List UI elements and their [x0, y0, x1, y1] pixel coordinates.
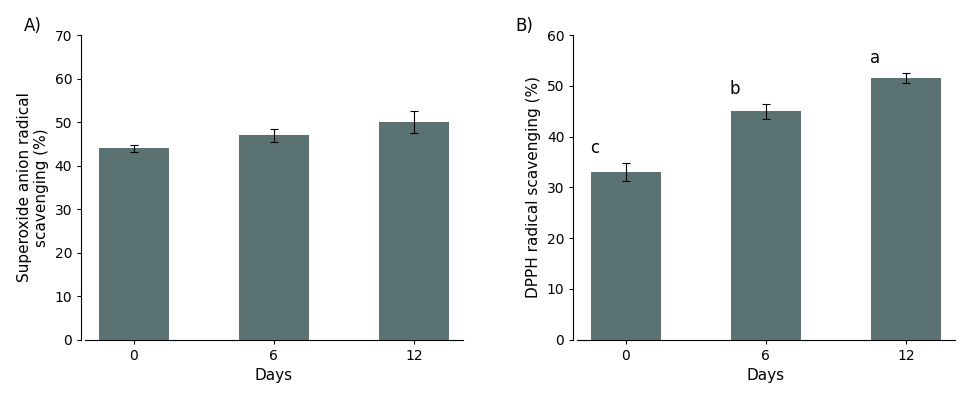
Text: B): B) — [516, 17, 533, 35]
Text: a: a — [870, 49, 880, 67]
Bar — [731, 111, 800, 340]
Bar — [98, 148, 169, 340]
X-axis label: Days: Days — [747, 368, 785, 383]
Bar — [591, 172, 661, 340]
Bar — [239, 135, 309, 340]
Text: A): A) — [23, 17, 41, 35]
X-axis label: Days: Days — [254, 368, 292, 383]
Bar — [378, 122, 448, 340]
Text: b: b — [730, 80, 740, 98]
Text: c: c — [591, 139, 600, 157]
Bar — [871, 78, 941, 340]
Y-axis label: DPPH radical scavenging (%): DPPH radical scavenging (%) — [526, 76, 541, 298]
Y-axis label: Superoxide anion radical
scavenging (%): Superoxide anion radical scavenging (%) — [17, 92, 49, 282]
